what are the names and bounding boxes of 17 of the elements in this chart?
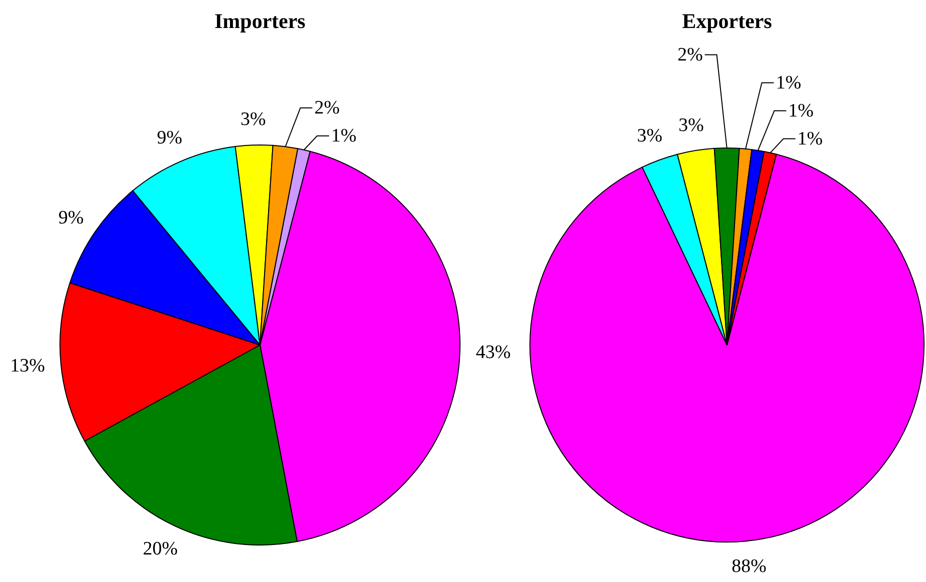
data-label: 1%: [331, 125, 357, 146]
data-label: 88%: [732, 556, 767, 577]
data-label: 3%: [636, 125, 662, 146]
chart-title: Importers: [214, 9, 306, 33]
data-label: 13%: [10, 355, 46, 376]
data-label: 20%: [142, 538, 178, 560]
data-label: 3%: [240, 109, 266, 130]
chart-title: Exporters: [682, 9, 772, 33]
data-label: 3%: [678, 114, 704, 136]
data-label: 1%: [797, 128, 823, 150]
data-label: 43%: [476, 342, 511, 363]
data-label: 1%: [788, 100, 814, 122]
data-label: 1%: [776, 72, 802, 94]
data-label: 9%: [58, 207, 84, 228]
data-label: 2%: [677, 44, 703, 66]
data-label: 9%: [156, 127, 182, 148]
data-label: 2%: [314, 97, 340, 118]
